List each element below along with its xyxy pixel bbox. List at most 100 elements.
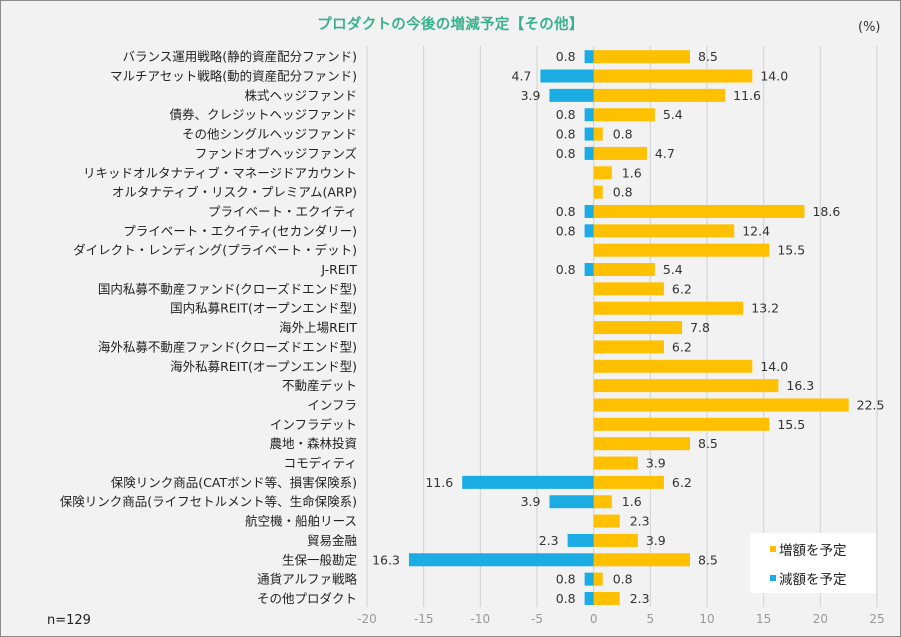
- bar-decrease: [408, 553, 594, 567]
- labels: -20 -15 -10 -5 0 5 10 15 20 25 バランス運用戦略(静的資産配分ファンド…: [60, 49, 885, 626]
- category-label: 株式ヘッジファンド: [244, 88, 357, 103]
- category-label: 国内私募REIT(オープンエンド型): [170, 301, 357, 316]
- legend-swatch-increase: [770, 546, 776, 552]
- value-label-increase: 6.2: [672, 281, 692, 296]
- value-label-decrease: 4.7: [512, 69, 532, 84]
- legend-swatch-decrease: [770, 575, 776, 581]
- bar-decrease: [584, 108, 594, 122]
- value-label-decrease: 0.8: [556, 107, 576, 122]
- bar-increase: [593, 243, 770, 257]
- value-label-decrease: 0.8: [556, 223, 576, 238]
- value-label-increase: 2.3: [630, 591, 650, 606]
- value-label-increase: 8.5: [698, 552, 718, 567]
- value-label-increase: 5.4: [663, 107, 683, 122]
- bar-increase: [593, 533, 638, 547]
- value-label-increase: 8.5: [698, 49, 718, 64]
- bar-increase: [593, 224, 735, 238]
- bar-increase: [593, 301, 744, 315]
- category-label: インフラ: [307, 397, 357, 412]
- category-label: 海外私募REIT(オープンエンド型): [170, 359, 357, 374]
- bar-increase: [593, 127, 603, 141]
- category-label: マルチアセット戦略(動的資産配分ファンド): [110, 69, 357, 84]
- bar-decrease: [584, 127, 594, 141]
- bars: [408, 50, 849, 605]
- bar-decrease: [584, 50, 594, 64]
- value-label-decrease: 3.9: [521, 494, 541, 509]
- bar-increase: [593, 263, 655, 277]
- category-label: その他シングルヘッジファンド: [182, 127, 357, 142]
- value-label-decrease: 0.8: [556, 572, 576, 587]
- category-label: プライベート・エクイティ(セカンダリー): [123, 223, 357, 238]
- bar-increase: [593, 88, 726, 102]
- bar-increase: [593, 456, 638, 470]
- sample-size-note: n=129: [47, 613, 91, 628]
- legend: 増額を予定 減額を予定: [750, 533, 876, 593]
- bar-increase: [593, 495, 612, 509]
- category-label: 債券、クレジットヘッジファンド: [169, 107, 357, 122]
- bar-decrease: [549, 495, 594, 509]
- category-label: 農地・森林投資: [269, 436, 357, 451]
- category-label: バランス運用戦略(静的資産配分ファンド): [122, 49, 357, 64]
- value-label-decrease: 0.8: [556, 127, 576, 142]
- x-tick-label: -15: [414, 612, 434, 626]
- value-label-increase: 15.5: [777, 417, 805, 432]
- value-label-decrease: 0.8: [556, 49, 576, 64]
- category-label: リキッドオルタナティブ・マネージドアカウント: [83, 165, 357, 180]
- bar-increase: [593, 475, 664, 489]
- category-label: ダイレクト・レンディング(プライベート・デット): [73, 243, 357, 258]
- category-label: プライベート・エクイティ: [208, 204, 357, 219]
- category-label: 保険リンク商品(ライフセトルメント等、生命保険系): [60, 494, 357, 509]
- value-label-increase: 18.6: [812, 204, 840, 219]
- value-label-increase: 2.3: [630, 514, 650, 529]
- bar-increase: [593, 417, 770, 431]
- value-label-increase: 8.5: [698, 436, 718, 451]
- value-label-decrease: 0.8: [556, 204, 576, 219]
- value-label-increase: 14.0: [760, 69, 788, 84]
- bar-increase: [593, 50, 690, 64]
- x-tick-label: -5: [531, 612, 543, 626]
- legend-item-increase: 増額を予定: [770, 539, 847, 559]
- category-label: 貿易金融: [307, 533, 358, 548]
- category-label: オルタナティブ・リスク・プレミアム(ARP): [112, 185, 357, 200]
- x-tick-label: 5: [647, 612, 655, 626]
- value-label-increase: 12.4: [742, 223, 770, 238]
- bar-increase: [593, 282, 664, 296]
- unit-label: (%): [858, 20, 881, 35]
- value-label-increase: 0.8: [613, 127, 633, 142]
- category-label: 生保一般勘定: [282, 552, 357, 567]
- category-label: 不動産デット: [282, 378, 357, 393]
- bar-increase: [593, 379, 779, 393]
- bar-increase: [593, 572, 603, 586]
- legend-item-decrease: 減額を予定: [770, 568, 847, 588]
- value-label-increase: 0.8: [613, 572, 633, 587]
- value-label-increase: 15.5: [777, 243, 805, 258]
- bar-increase: [593, 166, 612, 180]
- value-label-decrease: 2.3: [539, 533, 559, 548]
- bar-decrease: [462, 475, 594, 489]
- x-tick-label: 10: [699, 612, 714, 626]
- category-label: J-REIT: [320, 262, 357, 277]
- value-label-increase: 3.9: [646, 533, 666, 548]
- value-label-increase: 22.5: [857, 397, 885, 412]
- bar-increase: [593, 146, 647, 160]
- x-tick-label: -10: [471, 612, 491, 626]
- bar-decrease: [584, 572, 594, 586]
- category-label: その他プロダクト: [257, 591, 357, 606]
- value-label-decrease: 16.3: [372, 552, 400, 567]
- value-label-increase: 1.6: [622, 494, 642, 509]
- value-label-increase: 6.2: [672, 339, 692, 354]
- bar-increase: [593, 69, 753, 83]
- value-label-decrease: 0.8: [556, 146, 576, 161]
- value-label-increase: 16.3: [786, 378, 814, 393]
- gridlines: [366, 46, 878, 607]
- bar-decrease: [549, 88, 594, 102]
- value-label-increase: 3.9: [646, 456, 666, 471]
- value-label-increase: 14.0: [760, 359, 788, 374]
- value-label-increase: 7.8: [690, 320, 710, 335]
- value-label-increase: 0.8: [613, 185, 633, 200]
- bar-increase: [593, 398, 849, 412]
- bar-increase: [593, 204, 805, 218]
- category-label: ファンドオブヘッジファンズ: [195, 146, 357, 161]
